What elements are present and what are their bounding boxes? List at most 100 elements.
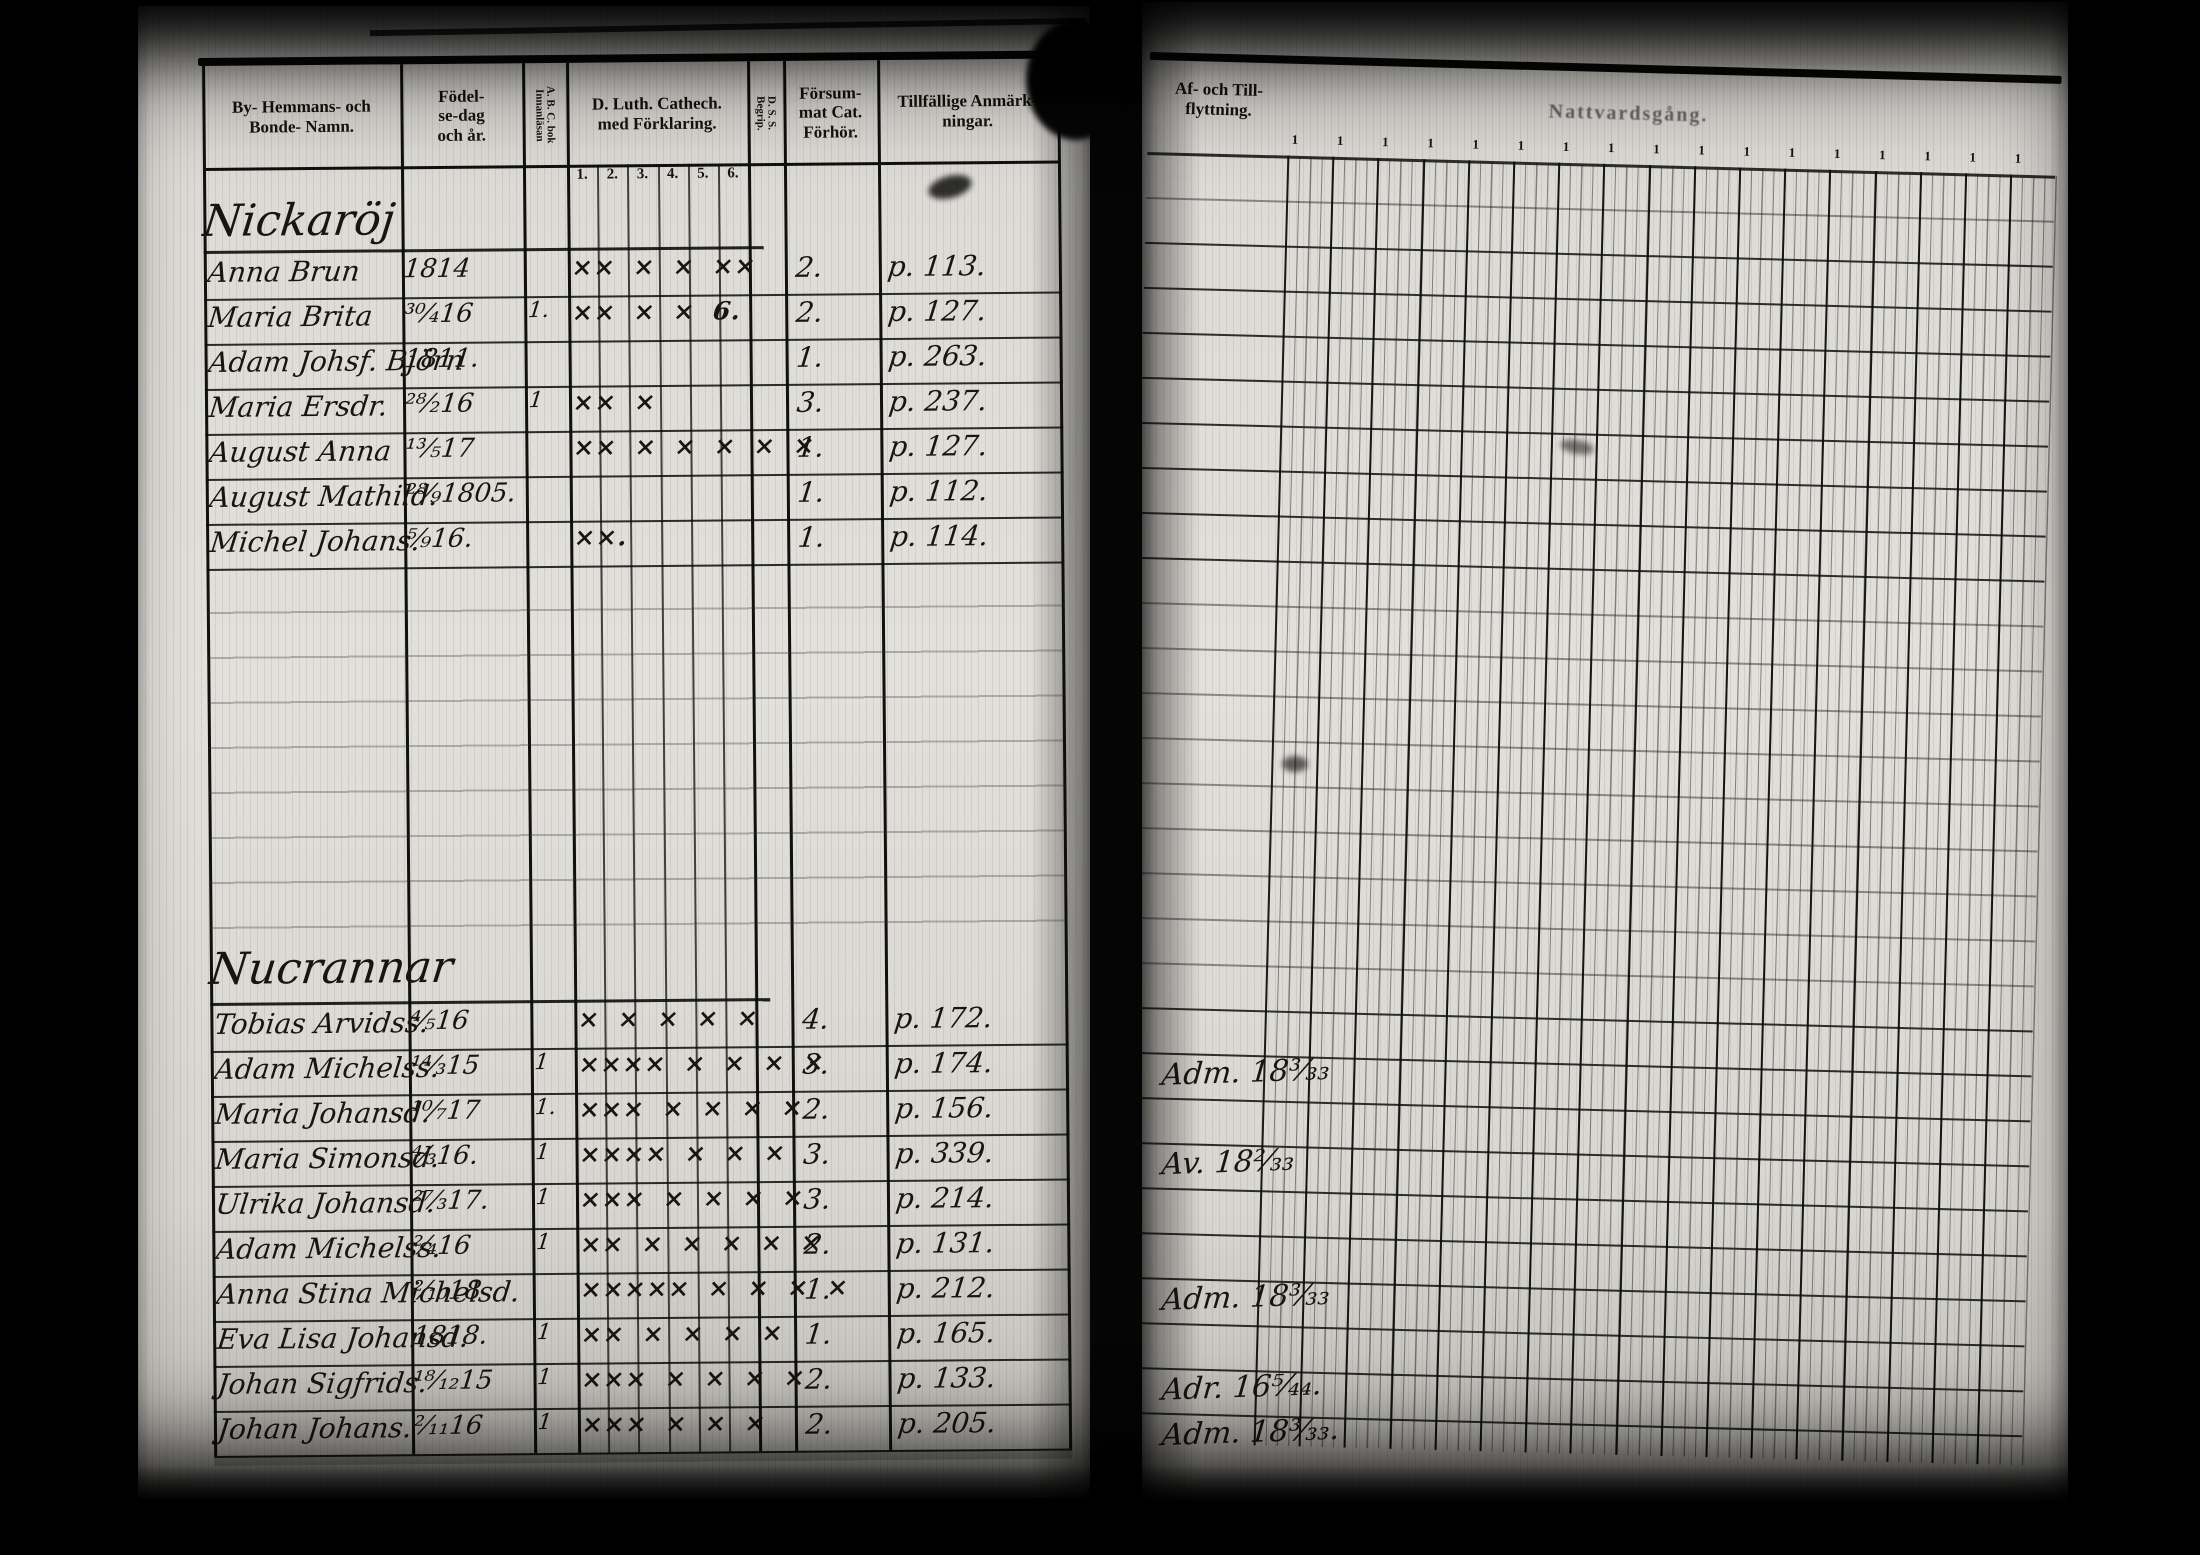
remark-cell: p. 127. — [886, 294, 989, 329]
column-header-abc-book: A. B. C. bok Innanläsan — [522, 67, 567, 163]
name-cell: August Anna — [207, 434, 394, 469]
migration-entry: Adm. 18³⁄₃₃. — [1160, 1411, 1342, 1454]
village-name: Nickaröj — [200, 194, 398, 248]
record-row: Johan Johans. ²⁄₁₁16 1 ××× × × × 2. p. 205. — [213, 1403, 1073, 1458]
catechism-marks-cell: ××. — [572, 522, 630, 552]
header-text: Förhör. — [803, 122, 859, 142]
catechism-marks-cell: ×× × × × × × — [571, 430, 818, 462]
group-label: 1 — [1743, 143, 1751, 159]
header-text: Tillfällige Anmärk- — [897, 91, 1038, 112]
birthdate-cell: ¹³⁄₅17 — [403, 433, 476, 465]
catechism-marks-cell: ××× × × × × — [579, 1362, 808, 1394]
column-header-dss: D. S. S. Begrip. — [747, 65, 784, 161]
abc-mark-cell: 1 — [534, 1139, 551, 1166]
ink-smudge — [1282, 756, 1308, 772]
birthdate-cell: ¹⁴⁄₃15 — [409, 1050, 482, 1082]
subcolumn-number: 6. — [727, 165, 739, 182]
name-cell: Adam Michelss. — [214, 1230, 444, 1266]
group-label: 1 — [1698, 142, 1706, 158]
remark-cell: p. 339. — [893, 1136, 996, 1171]
name-cell: Johan Sigfrids. — [215, 1366, 430, 1401]
header-text: Försum- — [799, 82, 862, 103]
column-header-migration: Af- och Till- flyttning. — [1148, 78, 1289, 122]
header-text: D. Luth. Cathech. — [591, 93, 722, 115]
group-label: 1 — [1924, 148, 1932, 164]
missed-exam-cell: 2. — [802, 1227, 833, 1261]
column-header-missed-exam: Försum- mat Cat. Förhör. — [783, 64, 878, 161]
birthdate-cell: ¹⁰⁄₇17 — [409, 1095, 482, 1127]
abc-mark-cell: 1 — [534, 1184, 552, 1211]
catechism-marks-cell: × × × × × — [576, 1003, 761, 1034]
remark-cell: p. 172. — [892, 1001, 995, 1036]
missed-exam-cell: 1. — [795, 475, 827, 509]
missed-exam-cell: 1. — [795, 430, 827, 464]
header-text: Innanläsan — [533, 88, 546, 142]
birthdate-cell: ³⁰⁄₄16 — [402, 298, 475, 330]
group-label: 1 — [1517, 137, 1525, 153]
migration-text: Adm. 18³⁄₃₃ — [1160, 1052, 1332, 1093]
migration-text: Adr. 16⁵⁄₄₄. — [1160, 1367, 1324, 1408]
catechism-subcolumn-numbers: 1. 2. 3. 4. 5. 6. — [567, 165, 748, 193]
remark-cell: p. 165. — [895, 1316, 998, 1350]
catechism-marks-cell: ××× × × × — [580, 1408, 769, 1439]
village-heading: Nucrannar — [207, 939, 771, 1006]
missed-exam-cell: 3. — [795, 385, 826, 419]
header-text: se-dag — [438, 105, 485, 126]
subcolumn-number: 4. — [666, 165, 679, 182]
birthdate-cell: 1814 — [402, 253, 472, 285]
group-label: 1 — [1607, 140, 1615, 156]
group-label: 1 — [1336, 132, 1344, 149]
abc-mark-cell: 1 — [533, 1049, 551, 1076]
catechism-marks-cell: ×× × × × × — [579, 1317, 786, 1349]
name-cell: Maria Ersdr. — [207, 389, 390, 424]
communion-title: Nattvardsgång. — [1548, 100, 1709, 127]
remark-cell: p. 263. — [886, 339, 989, 374]
group-label: 1 — [2014, 150, 2022, 166]
name-cell: Anna Brun — [205, 254, 362, 289]
village-name: Nucrannar — [207, 941, 456, 995]
name-cell: Ulrika Johansd. — [214, 1185, 438, 1221]
remark-cell: p. 174. — [892, 1046, 995, 1081]
film-edge — [0, 0, 150, 1555]
remark-cell: p. 113. — [885, 249, 988, 284]
subcolumn-number: 3. — [636, 166, 649, 183]
remark-cell: p. 131. — [894, 1226, 997, 1261]
missed-exam-cell: 1. — [794, 340, 826, 374]
remark-cell: p. 133. — [895, 1361, 998, 1395]
group-label: 1 — [1653, 141, 1660, 157]
missed-exam-cell: 1. — [796, 520, 827, 554]
name-cell: Maria Brita — [206, 299, 375, 334]
birthdate-cell: ²⁄₁₀18 — [411, 1275, 484, 1307]
remark-cell: p. 205. — [896, 1406, 998, 1440]
birthdate-cell: ⁵⁄₉16. — [404, 523, 475, 555]
group-label: 1 — [1472, 136, 1480, 152]
catechism-marks-cell: ×× × × ×× — [570, 251, 759, 282]
remark-cell: p. 214. — [894, 1181, 996, 1216]
abc-mark-cell: 1 — [536, 1364, 553, 1391]
header-text: A. B. C. bok — [544, 86, 557, 144]
birthdate-cell: ⁴⁄₅16 — [408, 1005, 471, 1037]
group-label: 1 — [1381, 134, 1389, 150]
column-header-birthdate: Födel- se-dag och år. — [400, 67, 523, 164]
catechism-marks-cell: ××× × × × × — [577, 1092, 806, 1124]
group-label: 1 — [1833, 145, 1841, 162]
migration-text: Adm. 18³⁄₃₃. — [1160, 1411, 1342, 1454]
header-text: Bonde- Namn. — [249, 116, 355, 137]
remark-cell: p. 127. — [887, 429, 990, 464]
missed-exam-cell: 2. — [803, 1362, 835, 1396]
remark-cell: p. 114. — [888, 519, 991, 554]
group-label: 1 — [1788, 144, 1796, 160]
header-text: och år. — [437, 125, 487, 145]
header-text: Födel- — [438, 86, 485, 106]
migration-entry: Av. 18²⁄₃₃ — [1160, 1143, 1296, 1183]
missed-exam-cell: 1. — [802, 1272, 834, 1306]
birthdate-cell: ²⁸⁄₂16 — [403, 388, 476, 420]
header-text: Begrip. — [754, 95, 767, 131]
left-page — [138, 6, 1090, 1498]
migration-entry: Adr. 16⁵⁄₄₄. — [1160, 1367, 1324, 1408]
name-cell: Maria Johansd. — [213, 1096, 433, 1131]
birthdate-cell: ²⁷⁄₃17. — [410, 1185, 491, 1217]
birthdate-cell: ¹⁸⁄₁₂15 — [411, 1365, 495, 1397]
missed-exam-cell: 3. — [801, 1137, 833, 1171]
abc-mark-cell: 1 — [535, 1319, 553, 1346]
